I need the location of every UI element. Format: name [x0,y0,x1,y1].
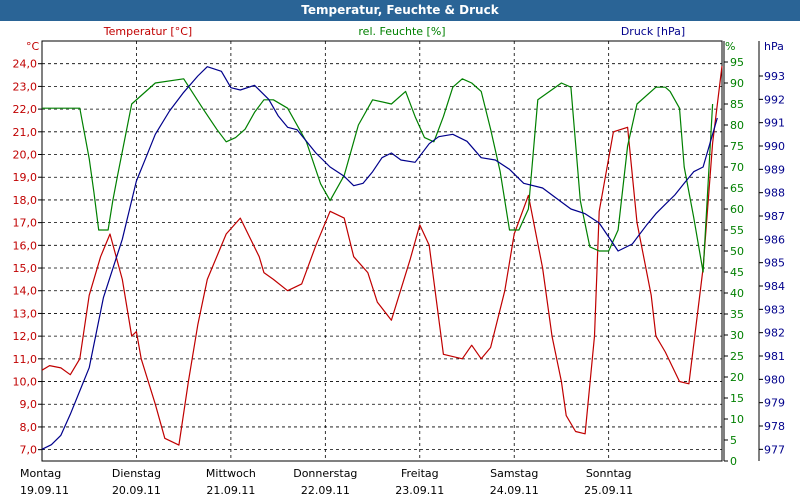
plot-frame [41,40,723,462]
pressure-tick-label-2: 979 [764,397,785,410]
series-line-temperature [41,65,723,446]
pressure-tick-label-4: 981 [764,350,785,363]
window-title: Temperatur, Feuchte & Druck [0,0,800,21]
x-day-label-2: Mittwoch [206,467,256,480]
temp-tick-label-16: 23,0 [13,80,38,93]
pressure-tick-label-13: 990 [764,140,785,153]
temp-tick-label-10: 17,0 [13,217,38,230]
pressure-tick-label-15: 992 [764,93,785,106]
pressure-tick-label-0: 977 [764,443,785,456]
humidity-tick-label-9: 45 [730,266,744,279]
temp-tick-label-6: 13,0 [13,307,38,320]
pressure-tick-label-5: 982 [764,327,785,340]
humidity-tick-label-14: 70 [730,161,744,174]
humidity-unit-label: % [725,40,735,53]
temp-tick-label-0: 7,0 [20,444,38,457]
x-date-label-3: 22.09.11 [301,484,350,497]
pressure-axis-title: Druck [hPa] [621,25,685,38]
pressure-tick-label-14: 991 [764,117,785,130]
humidity-tick-label-0: 0 [730,455,737,468]
humidity-tick-label-12: 60 [730,203,744,216]
pressure-tick-label-3: 980 [764,373,785,386]
x-day-label-5: Samstag [490,467,538,480]
humidity-tick-label-19: 95 [730,56,744,69]
temp-tick-label-3: 10,0 [13,376,38,389]
pressure-tick-label-1: 978 [764,420,785,433]
humidity-tick-label-1: 5 [730,434,737,447]
humidity-tick-label-5: 25 [730,350,744,363]
temp-tick-label-9: 16,0 [13,239,38,252]
pressure-tick-label-8: 985 [764,257,785,270]
x-date-label-1: 20.09.11 [112,484,161,497]
temp-axis-title: Temperatur [°C] [103,25,192,38]
temp-tick-label-14: 21,0 [13,126,38,139]
humidity-tick-label-18: 90 [730,77,744,90]
x-date-label-4: 23.09.11 [395,484,444,497]
x-date-label-6: 25.09.11 [584,484,633,497]
humidity-tick-label-7: 35 [730,308,744,321]
temp-tick-label-5: 12,0 [13,330,38,343]
temp-tick-label-15: 22,0 [13,103,38,116]
pressure-tick-label-12: 989 [764,163,785,176]
humidity-tick-label-3: 15 [730,392,744,405]
pressure-unit-label: hPa [764,40,784,53]
temp-tick-label-8: 15,0 [13,262,38,275]
temp-tick-label-11: 18,0 [13,194,38,207]
temp-tick-label-12: 19,0 [13,171,38,184]
humidity-tick-label-17: 85 [730,98,744,111]
temp-unit-label: °C [26,40,40,53]
x-day-label-4: Freitag [401,467,439,480]
humidity-tick-label-13: 65 [730,182,744,195]
x-date-label-2: 21.09.11 [206,484,255,497]
humidity-tick-label-15: 75 [730,140,744,153]
pressure-tick-label-7: 984 [764,280,785,293]
series-line-humidity [42,78,714,273]
pressure-tick-label-6: 983 [764,303,785,316]
chart-canvas: 7,0 8,0 9,0 10,0 11,0 12,0 13,0 14,0 15,0 16,0 17,… [13,25,786,497]
humidity-tick-label-8: 40 [730,287,744,300]
humidity-tick-label-11: 55 [730,224,744,237]
humidity-axis-title: rel. Feuchte [%] [358,25,445,38]
humidity-tick-label-2: 10 [730,413,744,426]
temp-tick-label-2: 9,0 [20,398,38,411]
x-day-label-0: Montag [20,467,61,480]
temp-tick-label-1: 8,0 [20,421,38,434]
pressure-tick-label-9: 986 [764,233,785,246]
temp-tick-label-13: 20,0 [13,149,38,162]
temp-tick-label-17: 24,0 [13,58,38,71]
x-day-label-3: Donnerstag [293,467,357,480]
series-line-pressure [41,66,718,450]
humidity-tick-label-16: 80 [730,119,744,132]
humidity-tick-label-4: 20 [730,371,744,384]
x-date-label-0: 19.09.11 [20,484,69,497]
humidity-tick-label-10: 50 [730,245,744,258]
humidity-tick-label-6: 30 [730,329,744,342]
pressure-tick-label-16: 993 [764,70,785,83]
x-day-label-1: Dienstag [112,467,161,480]
x-date-label-5: 24.09.11 [490,484,539,497]
x-day-label-6: Sonntag [586,467,632,480]
temp-tick-label-4: 11,0 [13,353,38,366]
temp-tick-label-7: 14,0 [13,285,38,298]
pressure-tick-label-10: 987 [764,210,785,223]
pressure-tick-label-11: 988 [764,187,785,200]
